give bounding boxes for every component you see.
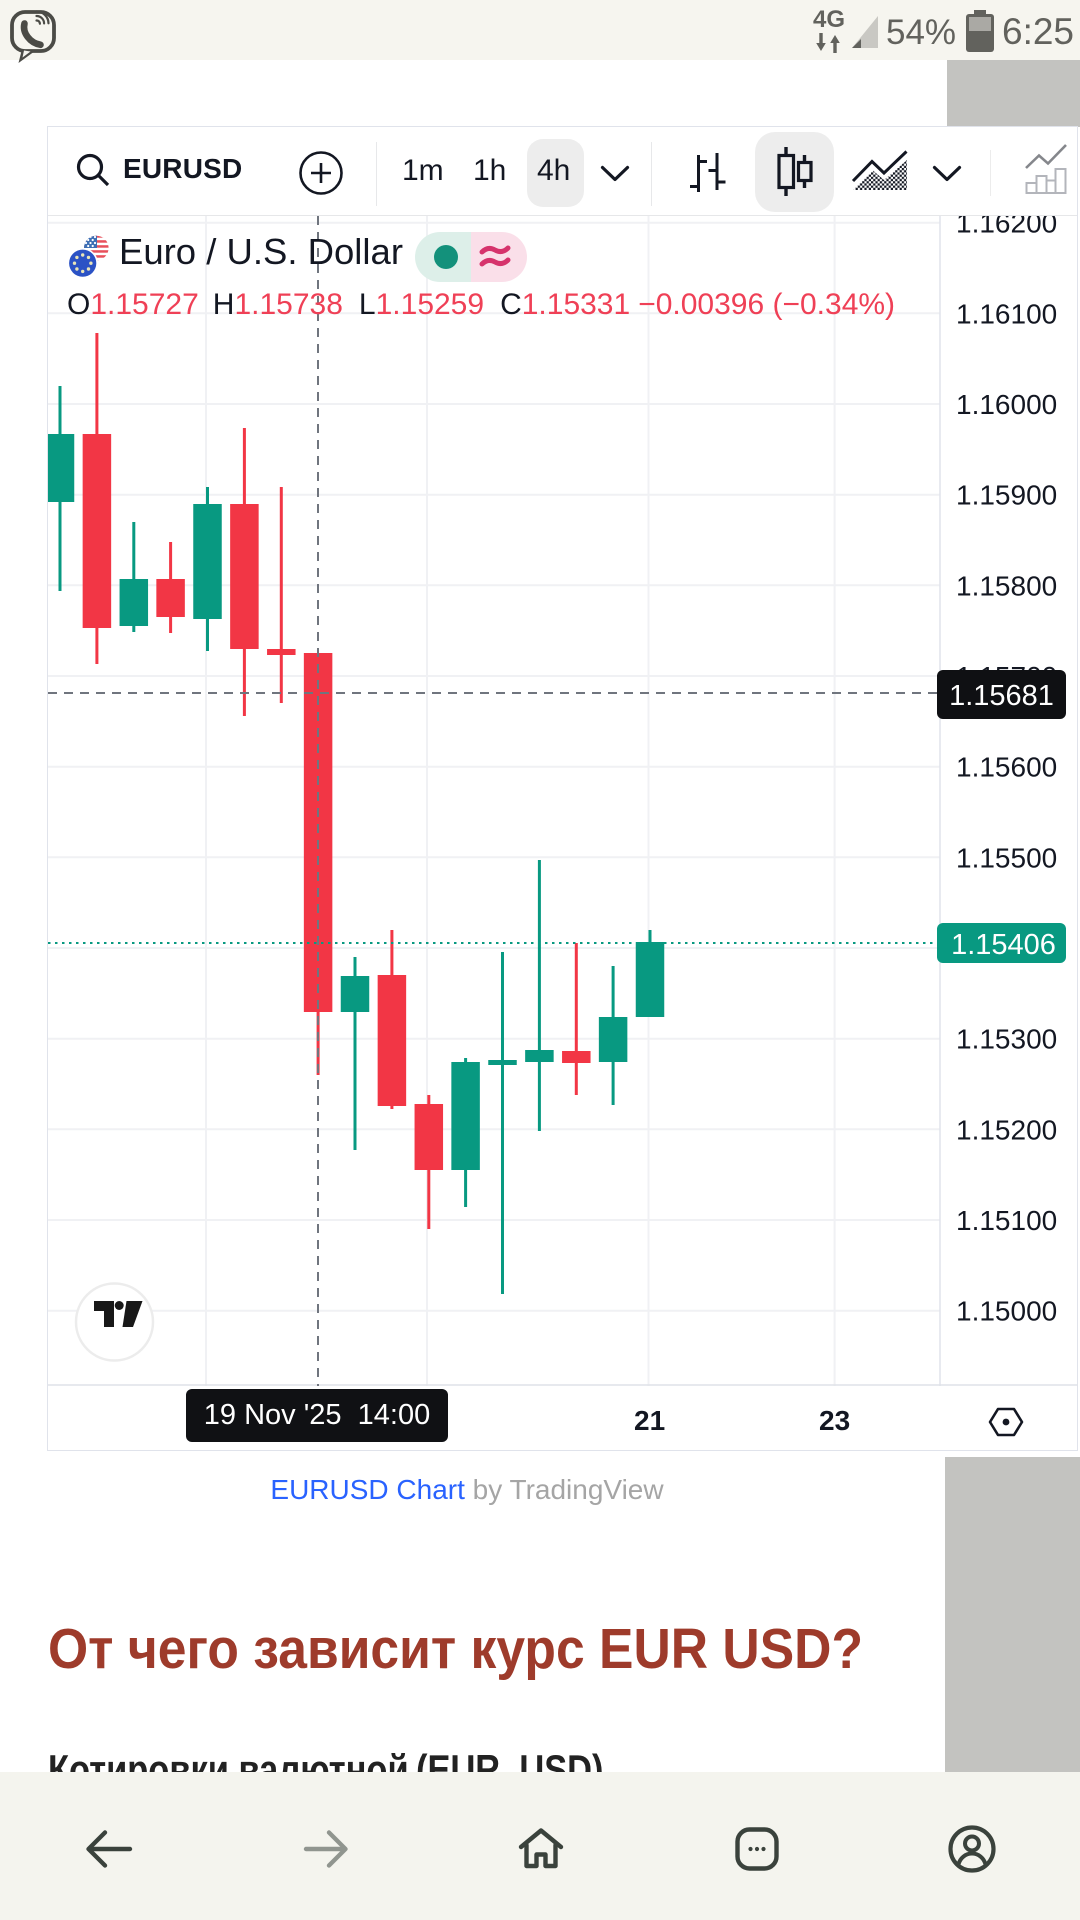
svg-text:1.15406: 1.15406 (951, 929, 1056, 961)
svg-text:1.15681: 1.15681 (949, 680, 1054, 712)
svg-text:1.15000: 1.15000 (956, 1296, 1057, 1327)
svg-text:1.15200: 1.15200 (956, 1114, 1057, 1145)
svg-text:1.16100: 1.16100 (956, 298, 1057, 329)
svg-text:1.15300: 1.15300 (956, 1024, 1057, 1055)
svg-text:1.16000: 1.16000 (956, 389, 1057, 420)
svg-text:1.15600: 1.15600 (956, 752, 1057, 783)
svg-text:1.16200: 1.16200 (956, 216, 1057, 239)
svg-text:1.15800: 1.15800 (956, 570, 1057, 601)
svg-text:1.15500: 1.15500 (956, 842, 1057, 873)
svg-text:1.15100: 1.15100 (956, 1205, 1057, 1236)
svg-text:1.15900: 1.15900 (956, 480, 1057, 511)
